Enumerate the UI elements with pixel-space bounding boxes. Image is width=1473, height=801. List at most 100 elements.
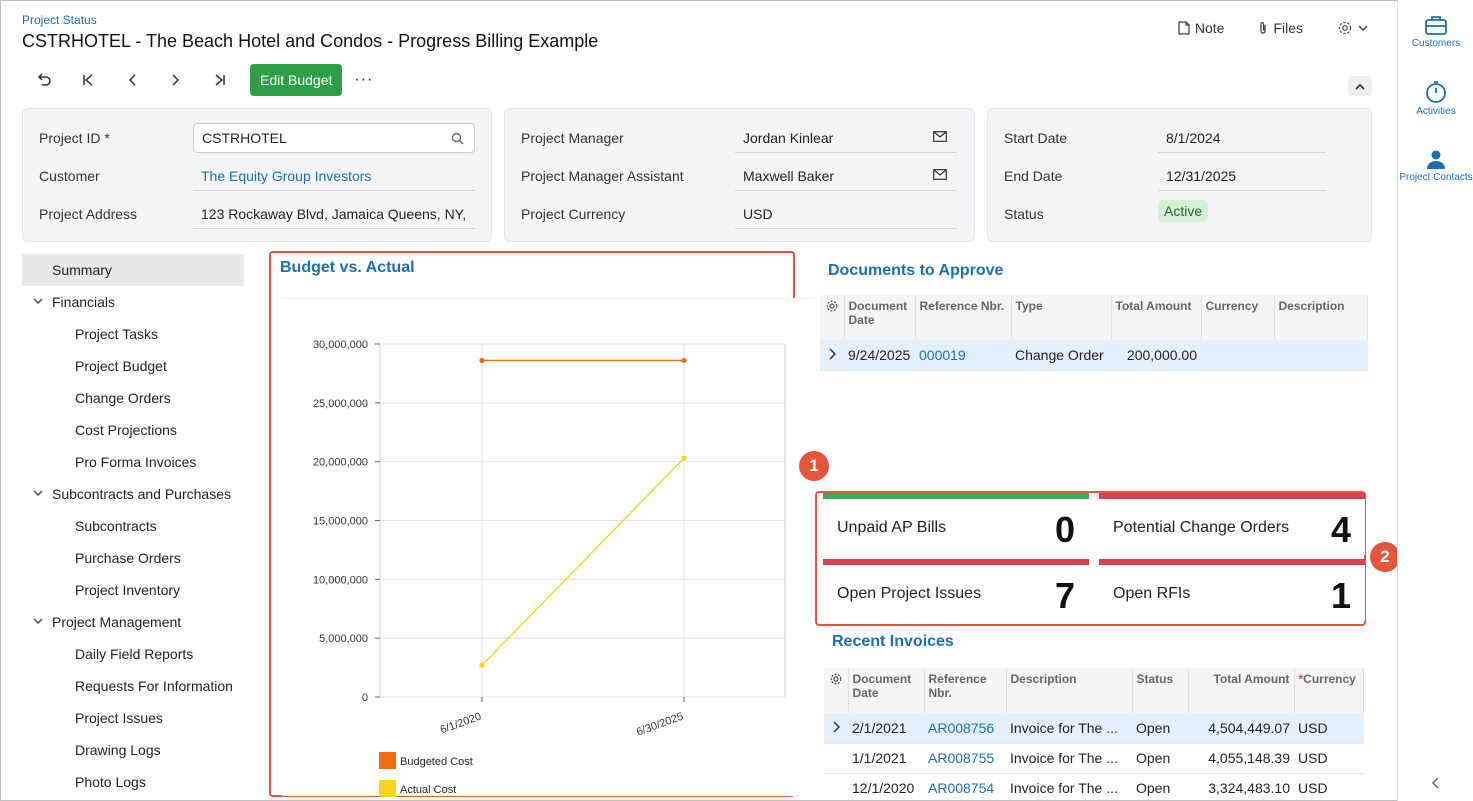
rail-customers[interactable]: Customers xyxy=(1398,14,1473,49)
gear-icon[interactable] xyxy=(825,299,839,313)
inv-currency: USD xyxy=(1294,773,1364,801)
row-expander[interactable] xyxy=(824,713,848,744)
rail-activities[interactable]: Activities xyxy=(1398,80,1473,117)
currency-label: Project Currency xyxy=(521,206,626,222)
sidebar-item-photo-logs[interactable]: Photo Logs xyxy=(22,766,244,798)
sidebar-item-pro-forma-invoices[interactable]: Pro Forma Invoices xyxy=(22,446,244,478)
search-icon[interactable] xyxy=(451,132,464,145)
files-button[interactable]: Files xyxy=(1258,20,1303,36)
pma-field[interactable]: Maxwell Baker xyxy=(735,161,957,191)
chevron-down-icon[interactable] xyxy=(32,490,52,498)
header-actions: Note Files xyxy=(1178,20,1368,36)
start-date-field[interactable]: 8/1/2024 xyxy=(1158,123,1326,153)
next-record-button[interactable] xyxy=(154,64,198,96)
docs-col-type[interactable]: Type xyxy=(1011,295,1112,340)
docs-col-ref[interactable]: Reference Nbr. xyxy=(915,295,1012,340)
currency-value: USD xyxy=(743,205,773,222)
doc-description xyxy=(1274,340,1368,371)
docs-table: Document Date Reference Nbr. Type Total … xyxy=(820,295,1368,371)
previous-record-button[interactable] xyxy=(110,64,154,96)
project-id-value: CSTRHOTEL xyxy=(202,130,287,146)
doc-amount: 200,000.00 xyxy=(1111,340,1201,371)
inv-col-ref[interactable]: Reference Nbr. xyxy=(924,668,1007,713)
email-icon[interactable] xyxy=(933,169,947,180)
docs-col-amount[interactable]: Total Amount xyxy=(1111,295,1202,340)
inv-ref-link[interactable]: AR008755 xyxy=(924,743,1006,774)
inv-col-description[interactable]: Description xyxy=(1006,668,1133,713)
project-dates-panel: Start Date 8/1/2024 End Date 12/31/2025 … xyxy=(987,108,1372,242)
sidebar-item-project-management[interactable]: Project Management xyxy=(22,606,244,638)
rail-collapse-button[interactable] xyxy=(1430,776,1440,793)
last-record-button[interactable] xyxy=(198,64,242,96)
currency-field[interactable]: USD xyxy=(735,199,957,229)
rail-project-contacts[interactable]: Project Contacts xyxy=(1398,148,1473,183)
kpi-value: 1 xyxy=(1330,575,1351,616)
kpi-open-rfis[interactable]: Open RFIs 1 xyxy=(1099,559,1365,621)
y-tick-label: 30,000,000 xyxy=(313,339,368,351)
inv-amount: 4,055,148.39 xyxy=(1188,743,1294,774)
inv-status: Open xyxy=(1132,773,1188,801)
kpi-open-project-issues[interactable]: Open Project Issues 7 xyxy=(823,559,1089,621)
first-record-button[interactable] xyxy=(66,64,110,96)
inv-col-status[interactable]: Status xyxy=(1132,668,1189,713)
sidebar-item-daily-field-reports[interactable]: Daily Field Reports xyxy=(22,638,244,670)
project-id-field[interactable]: CSTRHOTEL xyxy=(193,123,475,153)
docs-col-currency[interactable]: Currency xyxy=(1201,295,1275,340)
sidebar-item-drawing-logs[interactable]: Drawing Logs xyxy=(22,734,244,766)
docs-col-date[interactable]: Document Date xyxy=(844,295,916,340)
sidebar-item-project-tasks[interactable]: Project Tasks xyxy=(22,318,244,350)
inv-col-date[interactable]: Document Date xyxy=(848,668,925,713)
address-field[interactable]: 123 Rockaway Blvd, Jamaica Queens, NY, xyxy=(193,199,475,229)
email-icon[interactable] xyxy=(933,131,947,142)
inv-ref-link[interactable]: AR008756 xyxy=(924,713,1006,744)
sidebar-item-project-budget[interactable]: Project Budget xyxy=(22,350,244,382)
legend-swatch xyxy=(379,752,396,769)
undo-button[interactable] xyxy=(22,64,66,96)
breadcrumb[interactable]: Project Status xyxy=(22,13,97,27)
sidebar-item-project-inventory[interactable]: Project Inventory xyxy=(22,574,244,606)
sidebar-item-change-orders[interactable]: Change Orders xyxy=(22,382,244,414)
sidebar-item-financials[interactable]: Financials xyxy=(22,286,244,318)
inv-ref-link[interactable]: AR008754 xyxy=(924,773,1006,801)
table-row[interactable]: 2/1/2021 AR008756 Invoice for The ... Op… xyxy=(824,713,1364,744)
note-button[interactable]: Note xyxy=(1178,20,1224,36)
gear-icon[interactable] xyxy=(829,672,843,686)
sidebar-item-cost-projections[interactable]: Cost Projections xyxy=(22,414,244,446)
table-row[interactable]: 1/1/2021 AR008755 Invoice for The ... Op… xyxy=(824,743,1364,774)
start-date-value: 8/1/2024 xyxy=(1166,129,1221,146)
sidebar-item-project-issues[interactable]: Project Issues xyxy=(22,702,244,734)
table-row[interactable]: 12/1/2020 AR008754 Invoice for The ... O… xyxy=(824,773,1364,801)
status-field: Active xyxy=(1158,200,1209,222)
inv-col-amount[interactable]: Total Amount xyxy=(1188,668,1295,713)
more-actions-button[interactable]: ··· xyxy=(354,71,374,88)
sidebar-item-subcontracts[interactable]: Subcontracts xyxy=(22,510,244,542)
end-date-field[interactable]: 12/31/2025 xyxy=(1158,161,1326,191)
inv-currency: USD xyxy=(1294,713,1364,744)
sidebar-item-label: Purchase Orders xyxy=(75,550,181,566)
doc-ref-link[interactable]: 000019 xyxy=(915,340,1011,371)
kpi-unpaid-ap-bills[interactable]: Unpaid AP Bills 0 xyxy=(823,493,1089,555)
customer-field[interactable]: The Equity Group Investors xyxy=(193,161,475,191)
sidebar-item-label: Project Tasks xyxy=(75,326,158,342)
sidebar-item-purchase-orders[interactable]: Purchase Orders xyxy=(22,542,244,574)
edit-budget-button[interactable]: Edit Budget xyxy=(250,64,343,96)
settings-button[interactable] xyxy=(1337,20,1368,36)
invoices-table: Document Date Reference Nbr. Description… xyxy=(824,668,1364,801)
chevron-down-icon[interactable] xyxy=(32,298,52,306)
docs-col-description[interactable]: Description xyxy=(1274,295,1368,340)
collapse-header-button[interactable] xyxy=(1348,76,1372,96)
kpi-potential-change-orders[interactable]: Potential Change Orders 4 xyxy=(1099,493,1365,555)
sidebar-item-subcontracts-and-purchases[interactable]: Subcontracts and Purchases xyxy=(22,478,244,510)
row-expander[interactable] xyxy=(820,340,844,371)
status-row: Status xyxy=(1004,199,1044,229)
project-team-panel: Project Manager Jordan Kinlear Project M… xyxy=(504,108,975,242)
sidebar-item-requests-for-information[interactable]: Requests For Information xyxy=(22,670,244,702)
inv-col-currency[interactable]: *Currency xyxy=(1294,668,1364,713)
legend-swatch xyxy=(379,780,396,797)
customer-link[interactable]: The Equity Group Investors xyxy=(201,167,372,184)
pm-field[interactable]: Jordan Kinlear xyxy=(735,123,957,153)
kpi-label: Open RFIs xyxy=(1113,585,1191,602)
sidebar-item-summary[interactable]: Summary xyxy=(22,254,244,286)
chevron-down-icon[interactable] xyxy=(32,618,52,626)
table-row[interactable]: 9/24/2025 000019 Change Order 200,000.00 xyxy=(820,340,1368,371)
